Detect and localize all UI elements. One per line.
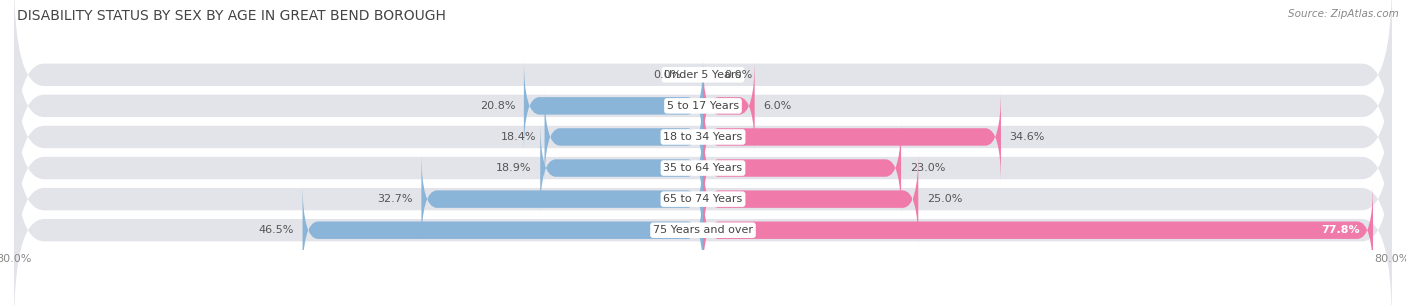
Text: 6.0%: 6.0%	[763, 101, 792, 111]
Text: 18 to 34 Years: 18 to 34 Years	[664, 132, 742, 142]
Text: 18.4%: 18.4%	[501, 132, 536, 142]
FancyBboxPatch shape	[703, 121, 901, 215]
FancyBboxPatch shape	[14, 39, 1392, 235]
FancyBboxPatch shape	[14, 70, 1392, 266]
FancyBboxPatch shape	[302, 183, 703, 278]
FancyBboxPatch shape	[703, 183, 1374, 278]
FancyBboxPatch shape	[703, 152, 918, 246]
Text: 35 to 64 Years: 35 to 64 Years	[664, 163, 742, 173]
FancyBboxPatch shape	[544, 90, 703, 184]
FancyBboxPatch shape	[540, 121, 703, 215]
FancyBboxPatch shape	[14, 133, 1392, 305]
Text: 0.0%: 0.0%	[654, 70, 682, 80]
Text: 65 to 74 Years: 65 to 74 Years	[664, 194, 742, 204]
Text: Under 5 Years: Under 5 Years	[665, 70, 741, 80]
FancyBboxPatch shape	[422, 152, 703, 246]
Text: 23.0%: 23.0%	[910, 163, 945, 173]
Text: 25.0%: 25.0%	[927, 194, 962, 204]
Text: 34.6%: 34.6%	[1010, 132, 1045, 142]
Text: Source: ZipAtlas.com: Source: ZipAtlas.com	[1288, 9, 1399, 19]
FancyBboxPatch shape	[14, 102, 1392, 297]
FancyBboxPatch shape	[524, 59, 703, 153]
Text: 77.8%: 77.8%	[1322, 225, 1360, 235]
FancyBboxPatch shape	[703, 59, 755, 153]
Text: 32.7%: 32.7%	[377, 194, 413, 204]
FancyBboxPatch shape	[703, 90, 1001, 184]
Text: 75 Years and over: 75 Years and over	[652, 225, 754, 235]
Text: 0.0%: 0.0%	[724, 70, 752, 80]
Text: DISABILITY STATUS BY SEX BY AGE IN GREAT BEND BOROUGH: DISABILITY STATUS BY SEX BY AGE IN GREAT…	[17, 9, 446, 23]
FancyBboxPatch shape	[14, 0, 1392, 172]
Text: 46.5%: 46.5%	[259, 225, 294, 235]
Text: 18.9%: 18.9%	[496, 163, 531, 173]
Text: 20.8%: 20.8%	[479, 101, 515, 111]
FancyBboxPatch shape	[14, 8, 1392, 203]
Text: 5 to 17 Years: 5 to 17 Years	[666, 101, 740, 111]
